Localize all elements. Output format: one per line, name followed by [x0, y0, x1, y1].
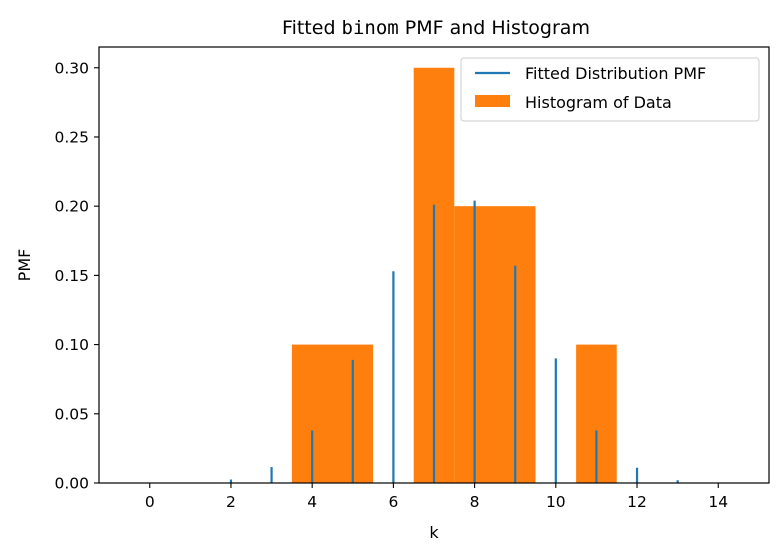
y-tick-label-0.05: 0.05 [54, 405, 89, 423]
axes-ticks: 0 2 4 6 8 10 12 14 0.00 0.05 0.10 0.15 0.20 0.25 0.30 [54, 59, 728, 511]
legend-hist-swatch [475, 95, 510, 107]
y-tick-label-0.15: 0.15 [54, 267, 89, 285]
x-tick-label-6: 6 [388, 493, 398, 511]
x-tick-label-2: 2 [226, 493, 236, 511]
y-tick-label-0.10: 0.10 [54, 336, 89, 354]
axes-frame [98, 46, 770, 484]
title-part-1: Fitted [282, 17, 342, 39]
histogram-bar-2 [454, 206, 536, 483]
title-part-3: PMF and Histogram [399, 17, 590, 39]
legend-hist-label: Histogram of Data [525, 93, 672, 112]
y-axis-label: PMF [15, 249, 34, 282]
histogram-bar-0 [291, 344, 374, 483]
y-tick-label-0.30: 0.30 [54, 59, 89, 77]
x-tick-label-0: 0 [145, 493, 155, 511]
title-part-2: binom [342, 17, 399, 39]
y-tick-label-0.20: 0.20 [54, 198, 89, 216]
x-tick-label-12: 12 [627, 493, 647, 511]
x-tick-label-8: 8 [470, 493, 480, 511]
y-tick-label-0.00: 0.00 [54, 475, 89, 493]
legend: Fitted Distribution PMF Histogram of Dat… [460, 57, 760, 122]
legend-pmf-label: Fitted Distribution PMF [525, 64, 706, 83]
x-tick-label-10: 10 [546, 493, 566, 511]
legend-box [460, 57, 760, 122]
x-axis-label: k [429, 523, 439, 542]
x-tick-label-4: 4 [307, 493, 317, 511]
plot-area [148, 67, 720, 483]
y-tick-label-0.25: 0.25 [54, 128, 89, 146]
x-tick-label-14: 14 [708, 493, 728, 511]
chart-title: Fitted binom PMF and Histogram [282, 17, 590, 39]
